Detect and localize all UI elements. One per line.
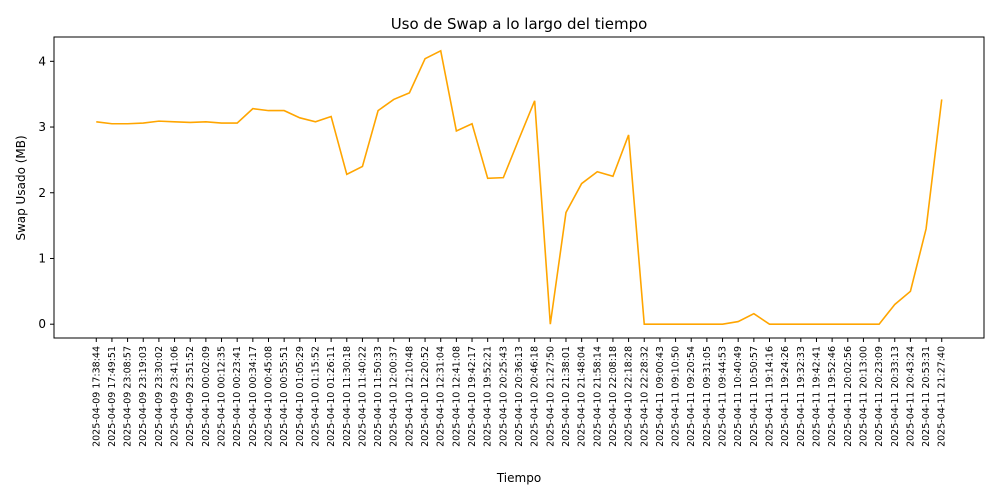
x-tick-label: 2025-04-11 19:14:16	[765, 346, 776, 447]
x-tick-label: 2025-04-11 20:43:24	[905, 346, 916, 447]
x-tick-label: 2025-04-11 09:44:53	[718, 346, 729, 447]
y-tick-label: 2	[38, 186, 46, 200]
x-tick-label: 2025-04-11 19:52:46	[827, 346, 838, 447]
x-tick-label: 2025-04-10 22:18:28	[624, 346, 635, 447]
x-tick-label: 2025-04-10 11:30:18	[342, 346, 353, 447]
x-tick-label: 2025-04-10 19:52:21	[483, 346, 494, 447]
x-tick-label: 2025-04-10 20:36:13	[514, 346, 525, 447]
x-tick-label: 2025-04-10 12:20:52	[420, 346, 431, 447]
x-tick-label: 2025-04-09 23:41:06	[170, 346, 181, 447]
chart-title: Uso de Swap a lo largo del tiempo	[391, 15, 648, 33]
x-tick-label: 2025-04-11 21:27:40	[937, 346, 948, 447]
x-tick-label: 2025-04-11 20:23:09	[874, 346, 885, 447]
x-tick-label: 2025-04-11 19:32:33	[796, 346, 807, 447]
x-tick-label: 2025-04-10 19:42:17	[467, 346, 478, 447]
x-tick-label: 2025-04-10 00:12:35	[217, 346, 228, 447]
x-tick-label: 2025-04-10 21:58:14	[592, 346, 603, 447]
x-tick-label: 2025-04-09 17:49:51	[107, 346, 118, 447]
x-tick-label: 2025-04-11 20:53:31	[921, 346, 932, 447]
line	[96, 49, 943, 325]
x-tick-label: 2025-04-10 01:05:29	[295, 346, 306, 447]
x-tick-label: 2025-04-10 20:25:43	[498, 346, 509, 447]
x-tick-label: 2025-04-10 12:31:04	[436, 346, 447, 447]
y-tick-label: 4	[38, 54, 46, 68]
plot-frame	[53, 36, 985, 339]
x-tick-label: 2025-04-10 22:08:18	[608, 346, 619, 447]
x-tick-label: 2025-04-11 09:00:43	[655, 346, 666, 447]
x-tick-label: 2025-04-09 23:19:03	[138, 346, 149, 447]
x-tick-label: 2025-04-09 17:38:44	[91, 346, 102, 447]
x-tick-label: 2025-04-10 11:50:33	[373, 346, 384, 447]
x-tick-label: 2025-04-11 10:50:57	[749, 346, 760, 447]
x-tick-label: 2025-04-10 11:40:22	[357, 346, 368, 447]
x-tick-label: 2025-04-11 20:13:00	[858, 346, 869, 447]
x-tick-label: 2025-04-10 00:34:17	[248, 346, 259, 447]
x-tick-label: 2025-04-10 22:28:32	[639, 346, 650, 447]
x-tick-label: 2025-04-10 00:55:51	[279, 346, 290, 447]
x-tick-label: 2025-04-09 23:51:52	[185, 346, 196, 447]
x-tick-label: 2025-04-11 09:10:50	[671, 346, 682, 447]
x-tick-label: 2025-04-10 00:23:41	[232, 346, 243, 447]
x-tick-label: 2025-04-10 12:41:08	[451, 346, 462, 447]
x-tick-label: 2025-04-11 09:20:54	[686, 346, 697, 447]
x-tick-label: 2025-04-10 01:15:52	[310, 346, 321, 447]
x-tick-label: 2025-04-11 19:42:41	[811, 346, 822, 447]
y-tick-label: 0	[38, 317, 46, 331]
x-tick-label: 2025-04-09 23:08:57	[123, 346, 134, 447]
x-tick-label: 2025-04-11 20:33:13	[890, 346, 901, 447]
x-tick-label: 2025-04-10 21:27:50	[545, 346, 556, 447]
y-axis-label: Swap Usado (MB)	[14, 135, 28, 240]
x-tick-label: 2025-04-10 21:38:01	[561, 346, 572, 447]
x-tick-label: 2025-04-11 19:24:26	[780, 346, 791, 447]
x-tick-label: 2025-04-10 00:02:09	[201, 346, 212, 447]
x-tick-label: 2025-04-10 01:26:11	[326, 346, 337, 447]
x-tick-label: 2025-04-10 20:46:18	[530, 346, 541, 447]
y-tick-label: 3	[38, 120, 46, 134]
y-tick-label: 1	[38, 251, 46, 265]
x-tick-label: 2025-04-11 20:02:56	[843, 346, 854, 447]
x-tick-label: 2025-04-10 21:48:04	[577, 346, 588, 447]
x-axis-label: Tiempo	[496, 471, 541, 485]
x-tick-label: 2025-04-10 12:00:37	[389, 346, 400, 447]
x-tick-label: 2025-04-11 09:31:05	[702, 346, 713, 447]
x-tick-label: 2025-04-10 00:45:08	[263, 346, 274, 447]
x-tick-label: 2025-04-11 10:40:49	[733, 346, 744, 447]
x-tick-label: 2025-04-09 23:30:02	[154, 346, 165, 447]
x-tick-label: 2025-04-10 12:10:48	[404, 346, 415, 447]
